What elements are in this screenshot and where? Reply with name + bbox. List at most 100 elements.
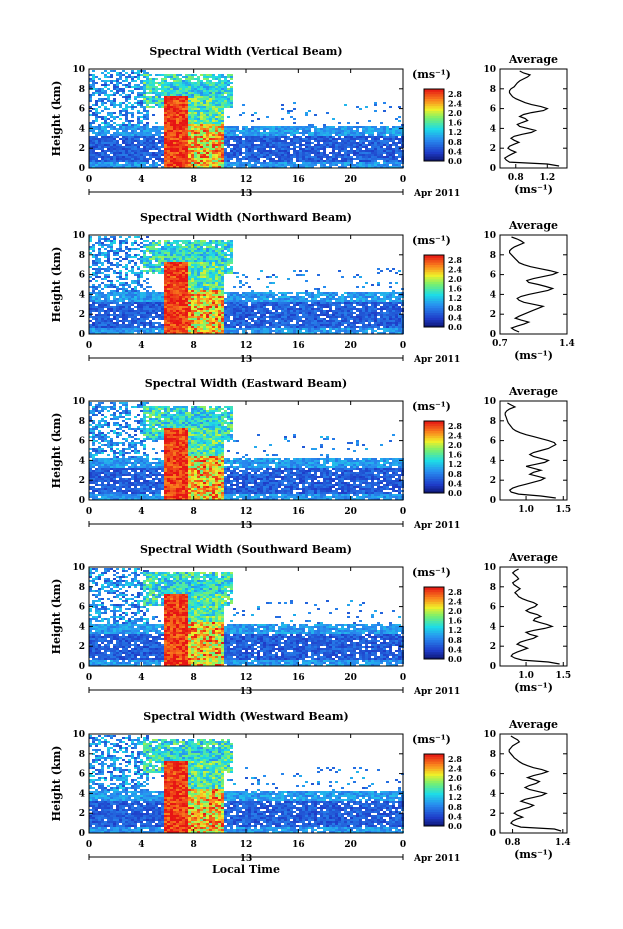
colorbar-tick-label: 2.4 bbox=[448, 430, 462, 440]
colorbar-bin bbox=[424, 433, 444, 436]
average-x-label: (ms⁻¹) bbox=[514, 681, 553, 694]
colorbar-tick-label: 1.6 bbox=[448, 616, 462, 626]
colorbar-bin bbox=[424, 293, 444, 297]
y-tick-label: 0 bbox=[79, 829, 85, 839]
colorbar-bin bbox=[424, 153, 444, 157]
colorbar-tick-label: 1.6 bbox=[448, 450, 462, 460]
colorbar-tick-label: 0.8 bbox=[448, 802, 462, 812]
x-tick-label: 12 bbox=[240, 840, 253, 850]
average-y-tick-label: 2 bbox=[490, 144, 496, 154]
average-title: Average bbox=[508, 53, 558, 66]
panel-title: Spectral Width (Eastward Beam) bbox=[145, 377, 347, 390]
colorbar-tick-label: 0.4 bbox=[448, 644, 462, 654]
colorbar-tick-label: 0.8 bbox=[448, 469, 462, 479]
colorbar-bin bbox=[424, 587, 444, 590]
colorbar-unit: (ms⁻¹) bbox=[412, 234, 451, 247]
average-x-tick-label: 0.8 bbox=[508, 173, 524, 183]
colorbar-bin bbox=[424, 488, 444, 491]
average-x-label: (ms⁻¹) bbox=[514, 349, 553, 362]
average-y-tick-label: 0 bbox=[490, 330, 496, 340]
average-x-tick-label: 1.5 bbox=[555, 671, 571, 681]
colorbar-bin bbox=[424, 440, 444, 443]
y-axis-label: Height (km) bbox=[50, 81, 63, 157]
x-tick-label: 20 bbox=[344, 840, 357, 850]
colorbar-bin bbox=[424, 310, 444, 313]
y-tick-label: 8 bbox=[79, 583, 85, 593]
colorbar-bin bbox=[424, 324, 444, 328]
colorbar-bin bbox=[424, 644, 444, 648]
colorbar-tick-label: 0.0 bbox=[448, 488, 462, 498]
y-tick-label: 10 bbox=[72, 730, 85, 740]
average-title: Average bbox=[508, 551, 558, 564]
y-tick-label: 6 bbox=[79, 770, 85, 780]
colorbar-bin bbox=[424, 818, 444, 822]
date-month-year-label: Apr 2011 bbox=[413, 355, 460, 365]
colorbar-bin bbox=[424, 763, 444, 767]
average-y-tick-label: 8 bbox=[490, 417, 496, 427]
colorbar-bin bbox=[424, 816, 444, 820]
colorbar-frame bbox=[423, 420, 445, 494]
colorbar-tick-label: 0.4 bbox=[448, 478, 462, 488]
colorbar-bin bbox=[424, 758, 444, 762]
colorbar-bin bbox=[424, 596, 444, 600]
colorbar-bin bbox=[424, 257, 444, 261]
y-axis-label: Height (km) bbox=[50, 579, 63, 655]
colorbar-tick-label: 2.4 bbox=[448, 264, 462, 274]
colorbar-tick-label: 1.2 bbox=[448, 625, 462, 635]
colorbar-bin bbox=[424, 809, 444, 812]
colorbar-tick-label: 2.8 bbox=[448, 255, 462, 265]
y-tick-label: 10 bbox=[72, 231, 85, 241]
average-frame bbox=[499, 733, 568, 834]
panel-0: Spectral Width (Vertical Beam) 0 2 4 6 8 10 0 4 8… bbox=[50, 45, 568, 199]
x-tick-label: 12 bbox=[240, 507, 253, 517]
x-tick-label: 0 bbox=[86, 175, 92, 185]
colorbar-bin bbox=[424, 264, 444, 268]
date-month-year-label: Apr 2011 bbox=[413, 521, 460, 531]
average-y-tick-label: 6 bbox=[490, 105, 496, 115]
colorbar-bin bbox=[424, 298, 444, 301]
average-y-tick-label: 8 bbox=[490, 583, 496, 593]
x-tick-label: 20 bbox=[344, 175, 357, 185]
heatmap-field bbox=[89, 568, 404, 666]
colorbar-bin bbox=[424, 821, 444, 824]
colorbar-tick-label: 1.2 bbox=[448, 127, 462, 137]
panel-3: Spectral Width (Southward Beam) 0 2 4 6 8 10 0 4… bbox=[50, 543, 571, 697]
average-x-tick-label: 0.8 bbox=[505, 838, 521, 848]
x-tick-label: 0 bbox=[400, 840, 406, 850]
colorbar-bin bbox=[424, 483, 444, 487]
average-y-tick-label: 0 bbox=[490, 662, 496, 672]
colorbar-bin bbox=[424, 802, 444, 805]
average-x-label: (ms⁻¹) bbox=[514, 183, 553, 196]
y-tick-label: 4 bbox=[79, 290, 85, 300]
colorbar-bin bbox=[424, 461, 444, 465]
colorbar-tick-label: 2.0 bbox=[448, 773, 462, 783]
panel-title: Spectral Width (Southward Beam) bbox=[140, 543, 352, 556]
average-y-tick-label: 6 bbox=[490, 603, 496, 613]
colorbar-bin bbox=[424, 315, 444, 318]
x-tick-label: 12 bbox=[240, 175, 253, 185]
colorbar-bin bbox=[424, 476, 444, 479]
colorbar-bin bbox=[424, 608, 444, 612]
colorbar-bin bbox=[424, 110, 444, 114]
y-tick-label: 2 bbox=[79, 144, 85, 154]
colorbar-tick-label: 1.2 bbox=[448, 792, 462, 802]
average-frame bbox=[499, 68, 568, 169]
x-tick-label: 16 bbox=[292, 507, 305, 517]
heatmap-field bbox=[89, 735, 404, 833]
y-tick-label: 0 bbox=[79, 662, 85, 672]
x-tick-label: 4 bbox=[138, 840, 144, 850]
colorbar-bin bbox=[424, 127, 444, 131]
colorbar-bin bbox=[424, 146, 444, 150]
average-x-label: (ms⁻¹) bbox=[514, 848, 553, 861]
colorbar-bin bbox=[424, 317, 444, 321]
average-y-tick-label: 4 bbox=[490, 290, 496, 300]
date-month-year-label: Apr 2011 bbox=[413, 687, 460, 697]
y-tick-label: 6 bbox=[79, 603, 85, 613]
panel-title: Spectral Width (Vertical Beam) bbox=[149, 45, 342, 58]
colorbar-bin bbox=[424, 806, 444, 810]
colorbar-bin bbox=[424, 792, 444, 796]
colorbar-bin bbox=[424, 291, 444, 294]
colorbar-bin bbox=[424, 158, 444, 162]
y-axis-label: Height (km) bbox=[50, 413, 63, 489]
